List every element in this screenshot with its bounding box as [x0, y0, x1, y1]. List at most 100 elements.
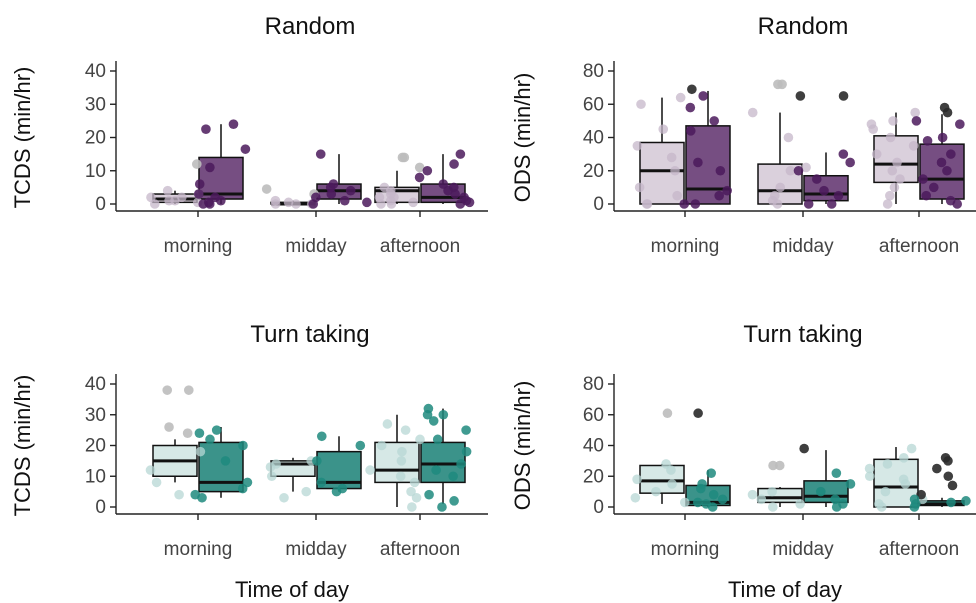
data-point-morning-dark: [205, 162, 215, 173]
data-point-afternoon-light: [898, 453, 909, 463]
data-point-afternoon-dark: [921, 190, 932, 201]
box-morning-dark: [198, 124, 244, 204]
data-point-midday-dark: [362, 197, 372, 208]
data-point-afternoon-dark: [422, 409, 433, 420]
data-point-midday-light: [747, 107, 758, 118]
data-point-midday-dark: [833, 190, 844, 201]
data-point-midday-light: [785, 165, 796, 176]
data-point-morning-light: [195, 446, 206, 457]
data-point-morning-light: [151, 477, 162, 488]
box-iqr: [803, 480, 849, 504]
data-point-afternoon-dark: [428, 416, 439, 426]
data-point-midday-dark: [795, 91, 806, 101]
panel-title: Turn taking: [250, 321, 369, 348]
data-point-midday-light: [266, 471, 277, 482]
data-point-midday-dark: [819, 185, 829, 196]
data-point-morning-light: [632, 141, 643, 151]
y-tick-label: 40: [85, 61, 106, 82]
y-tick-label: 10: [85, 466, 106, 487]
data-point-afternoon-light: [400, 425, 411, 435]
data-point-morning-dark: [698, 91, 708, 101]
data-point-afternoon-dark: [922, 136, 933, 146]
data-point-morning-light: [672, 190, 682, 201]
data-point-morning-dark: [205, 199, 215, 209]
data-point-afternoon-light: [868, 124, 878, 134]
data-point-afternoon-light: [885, 190, 895, 201]
box-afternoon-dark: [420, 408, 466, 504]
data-point-afternoon-light: [409, 477, 420, 488]
data-point-afternoon-light: [365, 465, 375, 475]
data-point-midday-light: [291, 199, 301, 209]
data-point-afternoon-dark: [455, 149, 466, 159]
data-point-midday-dark: [355, 440, 366, 451]
data-point-afternoon-light: [408, 197, 418, 208]
data-point-morning-light: [145, 465, 156, 475]
data-point-afternoon-light: [876, 502, 887, 512]
x-tick-label-midday: midday: [285, 539, 347, 560]
data-point-afternoon-light: [880, 486, 891, 497]
data-point-midday-light: [756, 494, 767, 505]
data-point-afternoon-dark: [932, 463, 942, 474]
y-tick-label: 80: [583, 374, 604, 395]
data-point-afternoon-light: [407, 502, 417, 512]
box-iqr: [873, 458, 919, 508]
box-morning-dark: [198, 427, 244, 498]
data-point-morning-dark: [714, 190, 724, 201]
data-point-morning-light: [177, 192, 187, 203]
data-point-midday-light: [767, 195, 778, 206]
data-point-midday-light: [271, 459, 281, 469]
data-point-morning-dark: [211, 425, 222, 435]
data-point-afternoon-light: [892, 157, 902, 168]
data-point-morning-light: [149, 199, 160, 209]
data-point-afternoon-dark: [422, 165, 433, 176]
data-point-midday-light: [774, 460, 785, 471]
data-point-afternoon-dark: [414, 172, 425, 183]
data-point-morning-dark: [717, 494, 728, 505]
data-point-afternoon-light: [864, 463, 875, 474]
data-point-afternoon-dark: [945, 195, 956, 206]
data-point-afternoon-light: [406, 486, 416, 497]
x-tick-label-midday: midday: [285, 236, 347, 257]
data-point-afternoon-light: [864, 471, 875, 482]
data-point-afternoon-dark: [946, 149, 956, 159]
data-point-morning-dark: [228, 119, 239, 129]
panel-title: Random: [265, 13, 356, 40]
data-point-afternoon-dark: [449, 159, 459, 169]
data-point-morning-dark: [693, 408, 703, 419]
data-point-midday-dark: [793, 165, 804, 176]
data-point-afternoon-light: [395, 471, 406, 482]
panel-tr: Random ODS (min/hr) 0 20 40 60 80 morning midday…: [510, 13, 976, 257]
data-point-morning-dark: [220, 456, 231, 466]
data-point-midday-dark: [826, 199, 837, 209]
data-point-midday-dark: [315, 149, 326, 159]
data-point-morning-light: [634, 182, 645, 193]
data-point-morning-dark: [685, 102, 696, 113]
data-point-midday-light: [775, 182, 786, 193]
data-point-afternoon-dark: [937, 132, 948, 143]
data-point-morning-light: [667, 479, 677, 489]
box-morning-light: [639, 463, 685, 504]
x-axis-label: Time of day: [235, 577, 349, 602]
x-tick-label-afternoon: afternoon: [380, 236, 460, 257]
y-axis-label: TCDS (min/hr): [10, 375, 35, 517]
data-point-afternoon-dark: [456, 459, 466, 469]
data-point-afternoon-dark: [942, 165, 952, 176]
data-point-midday-dark: [838, 149, 849, 159]
data-point-afternoon-light: [415, 434, 425, 445]
data-point-midday-light: [783, 132, 794, 143]
box-morning-light: [639, 97, 685, 205]
data-point-afternoon-dark: [936, 157, 947, 168]
data-point-morning-light: [191, 159, 202, 169]
data-point-afternoon-dark: [947, 480, 958, 491]
data-point-midday-light: [270, 195, 281, 206]
data-point-morning-dark: [238, 440, 248, 451]
data-point-midday-dark: [845, 157, 855, 168]
data-point-afternoon-light: [396, 456, 407, 466]
data-point-morning-light: [162, 185, 173, 196]
data-point-midday-dark: [803, 199, 814, 209]
y-axis-label: ODS (min/hr): [510, 73, 535, 203]
data-point-midday-dark: [326, 189, 337, 199]
data-point-midday-dark: [312, 456, 322, 466]
data-point-morning-light: [651, 486, 661, 497]
